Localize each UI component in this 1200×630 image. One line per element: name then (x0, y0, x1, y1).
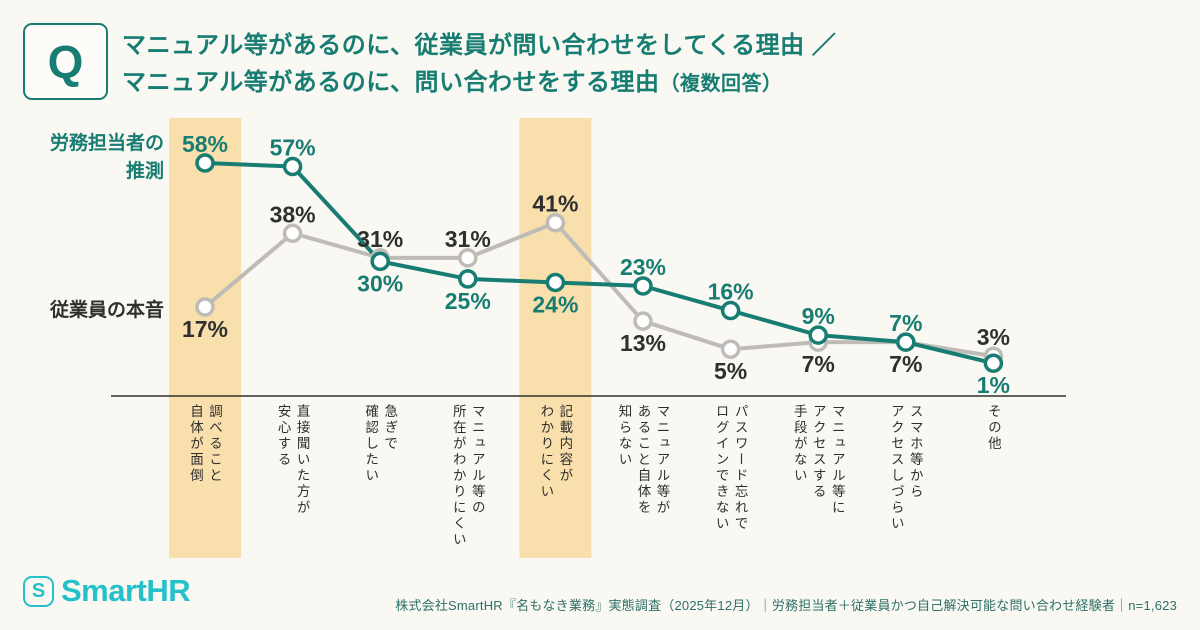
data-point-marker (370, 251, 390, 272)
data-point-label: 57% (270, 135, 316, 161)
legend-label-employee-honesty: 従業員の本音 (49, 300, 164, 321)
data-point-label: 17% (182, 316, 228, 342)
page-title: マニュアル等があるのに、従業員が問い合わせをしてくる理由 ／ マニュアル等がある… (122, 27, 836, 103)
data-point-marker (282, 156, 303, 177)
data-point-label: 5% (714, 358, 747, 384)
page-title-line2: マニュアル等があるのに、問い合わせをする理由（複数回答） (122, 69, 783, 96)
highlight-band (519, 118, 592, 558)
data-point-marker (195, 297, 215, 317)
x-axis-labels: 調べること 自体が面倒 直接聞いた方が 安心する 急ぎで 確認したい マニュアル等の … (0, 404, 1200, 579)
data-point-label: 31% (445, 226, 491, 252)
data-point-label: 13% (620, 330, 666, 356)
data-point-label: 3% (977, 324, 1010, 350)
data-point-label: 31% (357, 226, 403, 252)
source-citation: 株式会社SmartHR『名もなき業務』実態調査（2025年12月）｜労務担当者＋… (395, 598, 1177, 613)
line-chart: 58% 57% 30% 25% 24% 23% 16% 9% 7% 1% 17% 38% 31% 31% 4… (111, 118, 1066, 558)
series-line-1 (203, 220, 994, 359)
data-point-label: 16% (708, 279, 754, 305)
data-point-label: 58% (182, 131, 228, 157)
page-title-note: （複数回答） (659, 73, 783, 95)
legend-label-kanri-guess: 労務担当者の 推測 (49, 133, 164, 182)
smarthr-logo-icon: S (23, 575, 54, 607)
data-point-label: 24% (532, 291, 578, 317)
data-point-marker (720, 339, 741, 359)
data-point-label: 7% (889, 310, 922, 336)
data-point-marker (545, 212, 566, 233)
data-point-label: 41% (532, 191, 578, 217)
category-label: 調べること 自体が面倒 (188, 404, 222, 484)
category-label: マニュアル等が あること自体を 知らない (616, 404, 670, 516)
data-point-label: 23% (620, 254, 666, 280)
data-point-marker (720, 300, 741, 321)
category-label: 急ぎで 確認したい (363, 404, 398, 484)
category-label: 直接聞いた方が 安心する (275, 404, 310, 516)
category-label: マニュアル等に アクセスする 手段がない (791, 404, 845, 516)
question-badge-letter: Q (47, 35, 84, 88)
category-label: スマホ等から アクセスしづらい (888, 404, 923, 532)
series-line-0 (204, 161, 994, 366)
data-point-marker (983, 353, 1004, 373)
category-label: マニュアル等の 所在がわかりにくい (450, 404, 485, 548)
data-point-marker (458, 248, 478, 268)
data-point-label: 30% (357, 270, 403, 296)
category-label: 記載内容が わかりにくい (538, 404, 573, 500)
data-point-marker (896, 332, 916, 352)
data-point-marker (458, 269, 478, 289)
data-point-label: 1% (977, 372, 1010, 398)
data-point-label: 25% (445, 288, 491, 314)
page-title-line1: マニュアル等があるのに、従業員が問い合わせをしてくる理由 ／ (122, 32, 837, 59)
data-point-marker (808, 325, 828, 345)
data-point-marker (633, 311, 653, 331)
data-point-marker (282, 223, 303, 244)
highlight-band (169, 118, 241, 558)
data-point-marker (545, 272, 566, 293)
data-point-label: 7% (802, 351, 835, 377)
category-label: その他 (985, 404, 1001, 452)
data-point-label: 9% (802, 303, 835, 329)
smarthr-logo: S SmartHR (23, 573, 191, 609)
question-badge: Q (23, 23, 108, 100)
smarthr-logo-wordmark: SmartHR (61, 573, 191, 608)
data-point-marker (633, 276, 653, 296)
data-point-label: 7% (889, 351, 922, 377)
category-label: パスワード忘れで ログインできない (713, 404, 748, 532)
data-point-label: 38% (270, 201, 316, 227)
data-point-marker (195, 153, 215, 173)
